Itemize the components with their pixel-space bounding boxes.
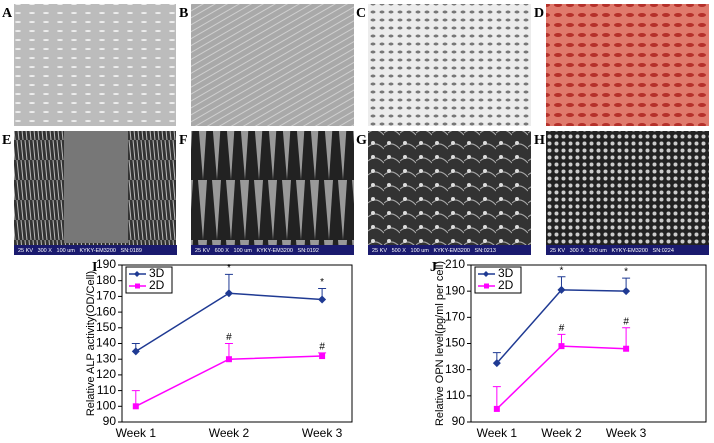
point <box>492 359 501 368</box>
panel-label: C <box>356 6 366 21</box>
point-label: # <box>319 342 325 353</box>
y-tick-label: 170 <box>445 310 465 324</box>
y-tick-label: 100 <box>96 398 116 412</box>
point-label: # <box>623 316 629 327</box>
micrograph <box>14 4 176 126</box>
info-text: 25 KV 500 X 100 um KYKY-EM3200 SN:0213 <box>372 248 496 254</box>
legend-box <box>474 266 522 294</box>
panels <box>14 4 709 255</box>
panel-label: F <box>179 133 188 148</box>
y-tick-label: 150 <box>445 336 465 350</box>
point-label: # <box>226 332 232 343</box>
y-tick-label: 210 <box>445 257 465 271</box>
micrograph <box>546 131 709 255</box>
point <box>318 295 327 304</box>
series-line <box>135 355 323 407</box>
x-tick-label: Week 2 <box>209 426 250 440</box>
y-tick-label: 160 <box>96 304 116 318</box>
y-tick-label: 110 <box>446 388 465 402</box>
micrograph <box>191 4 354 126</box>
info-bar <box>14 245 177 255</box>
micrograph <box>191 131 354 255</box>
legend-box <box>125 266 173 294</box>
series-line <box>496 345 627 410</box>
info-bar <box>368 245 531 255</box>
panel-label: E <box>2 133 11 148</box>
point <box>623 345 630 352</box>
info-text: 25 KV 600 X 100 um KYKY-EM3200 SN:0192 <box>195 248 319 254</box>
micrograph-inset <box>64 131 128 243</box>
panel-label: B <box>179 6 188 21</box>
panel-label: J <box>430 260 437 275</box>
legend-label: 3D <box>498 266 514 280</box>
legend-label: 3D <box>149 266 165 280</box>
legend-label: 2D <box>498 278 514 292</box>
y-tick-label: 130 <box>445 362 465 376</box>
point <box>558 343 565 350</box>
x-tick-label: Week 1 <box>116 426 157 440</box>
y-tick-label: 120 <box>96 367 116 381</box>
point <box>131 347 140 356</box>
point-label: * <box>320 277 324 288</box>
point-label: * <box>227 263 231 274</box>
panel-label: D <box>534 6 544 21</box>
y-tick-label: 150 <box>96 320 116 334</box>
point-label: * <box>560 265 564 276</box>
y-tick-label: 190 <box>445 283 465 297</box>
y-tick-label: 90 <box>452 414 466 428</box>
point <box>224 289 233 298</box>
legend-marker <box>483 271 489 277</box>
x-tick-label: Week 3 <box>302 426 343 440</box>
point-label: * <box>624 267 628 278</box>
point <box>225 356 232 363</box>
point <box>132 403 139 410</box>
micrograph <box>368 131 531 255</box>
point <box>319 353 326 360</box>
error-bar <box>492 386 501 409</box>
y-tick-label: 130 <box>96 351 116 365</box>
info-bar <box>546 245 709 255</box>
x-tick-label: Week 3 <box>606 426 647 440</box>
legend-marker <box>484 283 489 289</box>
legend-label: 2D <box>149 278 165 292</box>
y-tick-label: 110 <box>97 383 116 397</box>
y-axis-label: Relative ALP activity(OD/Cell) <box>85 271 97 416</box>
y-axis-label: Relative OPN level(pg/ml per cell) <box>434 261 446 426</box>
x-tick-label: Week 1 <box>477 426 518 440</box>
legend-marker <box>134 271 140 277</box>
point <box>622 287 631 296</box>
point <box>493 405 500 412</box>
panel-label: A <box>2 6 13 21</box>
error-bar <box>622 327 631 349</box>
point-label: # <box>559 323 565 334</box>
micrograph <box>368 4 531 126</box>
legend-marker <box>135 283 140 289</box>
panel-label: H <box>534 133 545 148</box>
y-tick-label: 90 <box>103 414 117 428</box>
y-tick-label: 190 <box>96 257 116 271</box>
info-text: 25 KV 300 X 100 um KYKY-EM3200 SN:0189 <box>18 248 142 254</box>
x-tick-label: Week 2 <box>541 426 582 440</box>
y-tick-label: 180 <box>96 273 116 287</box>
panel-label: G <box>356 133 367 148</box>
y-tick-label: 140 <box>96 336 116 350</box>
point <box>557 285 566 294</box>
y-tick-label: 170 <box>96 289 116 303</box>
panel-label: I <box>92 260 97 275</box>
info-bar <box>191 245 354 255</box>
info-text: 25 KV 300 X 100 um KYKY-EM3200 SN:0224 <box>550 248 674 254</box>
micrograph <box>546 4 709 126</box>
